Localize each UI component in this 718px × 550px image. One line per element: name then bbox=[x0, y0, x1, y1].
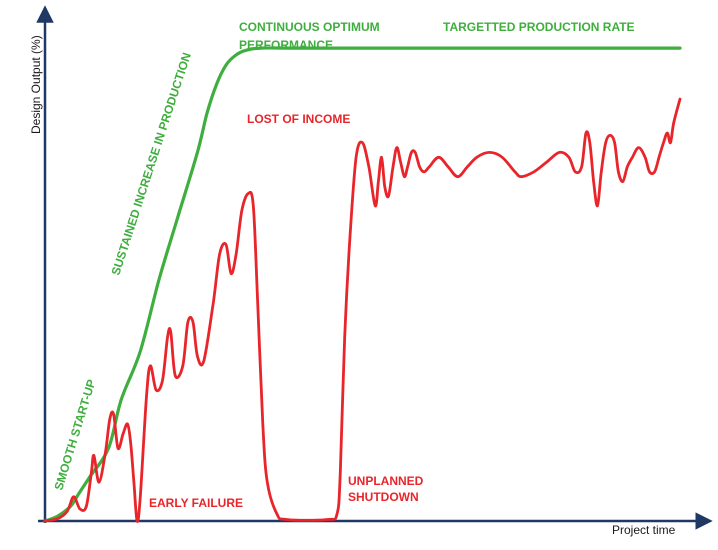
annotation-unplanned: UNPLANNED bbox=[348, 474, 424, 488]
series-line-green bbox=[43, 46, 682, 523]
annotation-lost-income: LOST OF INCOME bbox=[247, 112, 350, 126]
annotation-targetted-rate: TARGETTED PRODUCTION RATE bbox=[443, 20, 635, 34]
annotation-sustained-increase: SUSTAINED INCREASE IN PRODUCTION bbox=[109, 51, 194, 277]
x-axis-title: Project time bbox=[612, 523, 676, 537]
annotation-continuous-optimum: CONTINUOUS OPTIMUM bbox=[239, 20, 380, 34]
y-axis-title: Design Output (%) bbox=[29, 35, 43, 134]
annotation-shutdown: SHUTDOWN bbox=[348, 490, 419, 504]
annotation-early-failure: EARLY FAILURE bbox=[149, 496, 243, 510]
annotation-performance: PERFORMANCE bbox=[239, 38, 333, 52]
series-line-red bbox=[43, 97, 682, 523]
